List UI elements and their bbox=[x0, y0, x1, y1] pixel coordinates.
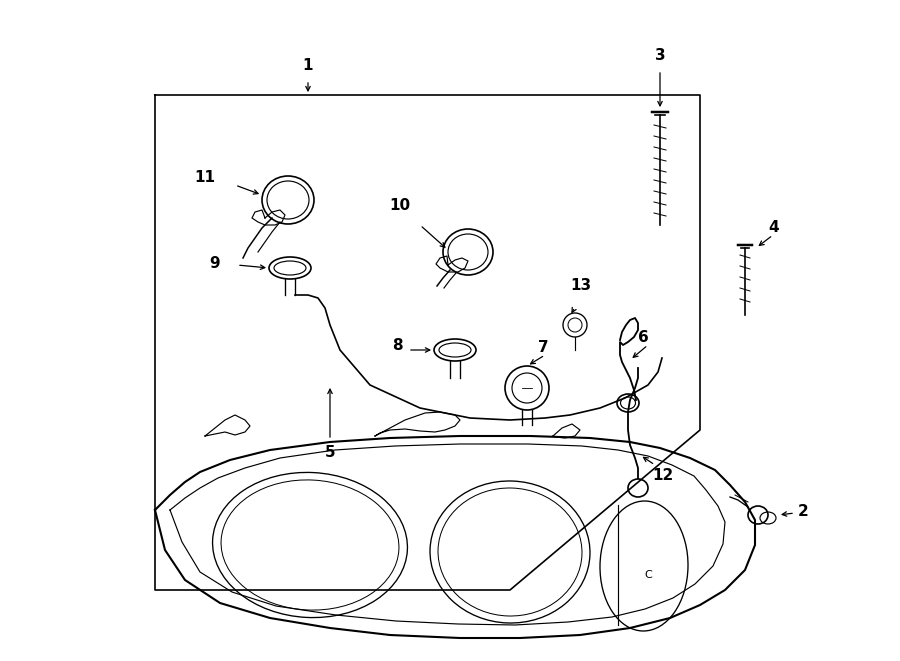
Text: 5: 5 bbox=[325, 445, 336, 460]
Text: 6: 6 bbox=[638, 330, 649, 346]
Text: 12: 12 bbox=[652, 468, 673, 483]
Text: 2: 2 bbox=[798, 504, 809, 520]
Text: 4: 4 bbox=[768, 221, 778, 235]
Text: 10: 10 bbox=[390, 198, 410, 213]
Text: 1: 1 bbox=[302, 58, 313, 73]
Text: 11: 11 bbox=[194, 171, 215, 186]
Text: 9: 9 bbox=[210, 256, 220, 270]
Text: C: C bbox=[644, 570, 652, 580]
Text: 3: 3 bbox=[654, 48, 665, 63]
Text: 7: 7 bbox=[538, 340, 549, 356]
Text: 13: 13 bbox=[570, 278, 591, 293]
Text: 8: 8 bbox=[392, 338, 403, 352]
